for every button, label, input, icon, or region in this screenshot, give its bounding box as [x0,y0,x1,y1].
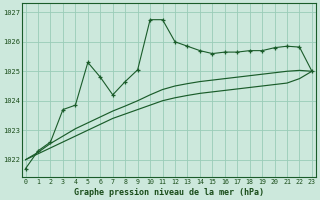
X-axis label: Graphe pression niveau de la mer (hPa): Graphe pression niveau de la mer (hPa) [74,188,264,197]
